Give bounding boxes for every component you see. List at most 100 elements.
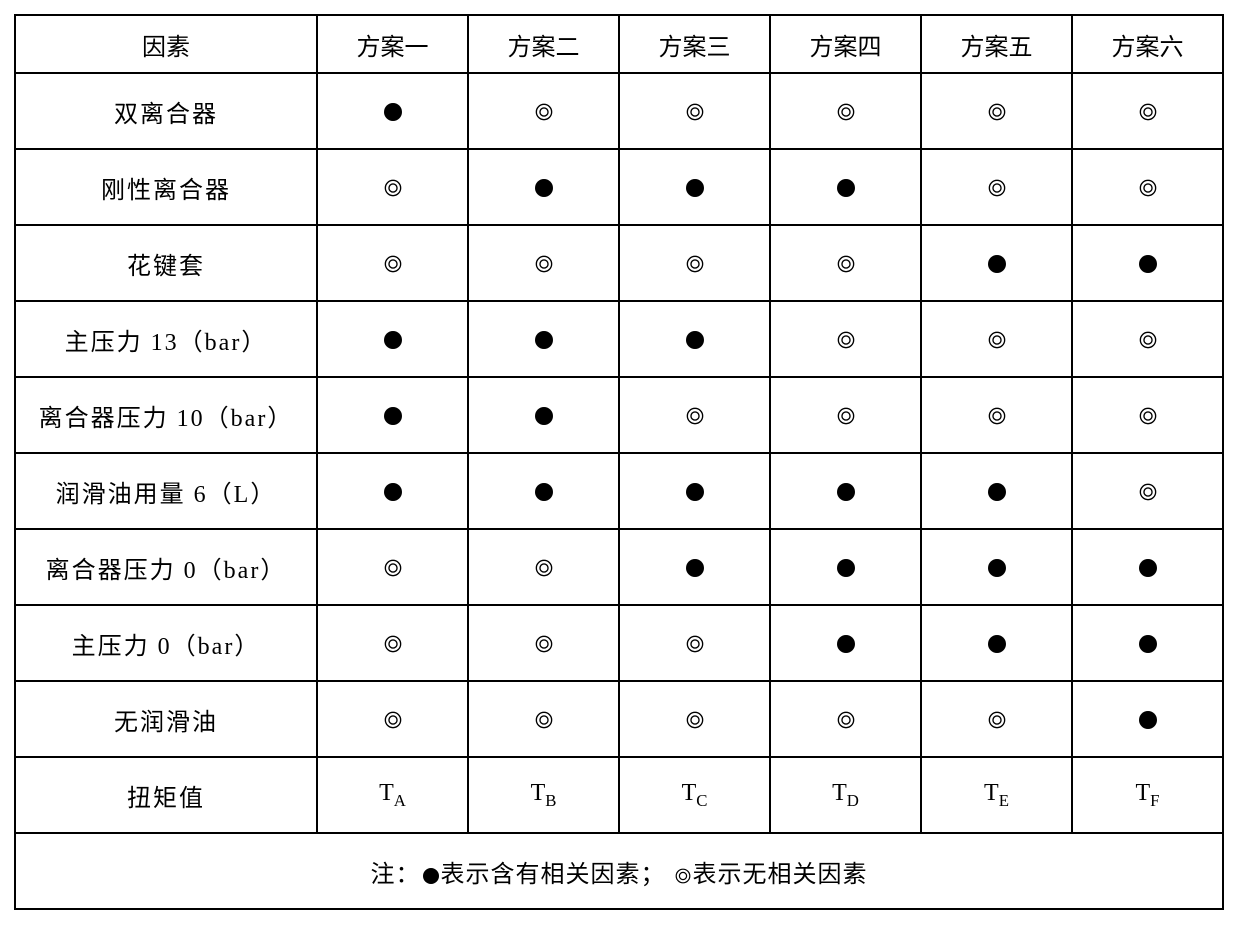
mark-cell xyxy=(770,225,921,301)
ring-dot-icon xyxy=(675,868,691,884)
filled-dot-icon xyxy=(837,483,855,501)
filled-dot-icon xyxy=(423,868,439,884)
table-header-row: 因素 方案一 方案二 方案三 方案四 方案五 方案六 xyxy=(15,15,1223,73)
ring-dot-icon xyxy=(988,179,1006,197)
header-scheme-2: 方案二 xyxy=(468,15,619,73)
table-row: 花键套 xyxy=(15,225,1223,301)
filled-dot-icon xyxy=(535,483,553,501)
torque-value: TA xyxy=(317,757,468,833)
header-scheme-3: 方案三 xyxy=(619,15,770,73)
table-row: 主压力 0（bar） xyxy=(15,605,1223,681)
factor-label: 无润滑油 xyxy=(15,681,317,757)
ring-dot-icon xyxy=(384,711,402,729)
header-scheme-5: 方案五 xyxy=(921,15,1072,73)
ring-dot-icon xyxy=(837,103,855,121)
ring-dot-icon xyxy=(988,711,1006,729)
mark-cell xyxy=(921,149,1072,225)
mark-cell xyxy=(921,225,1072,301)
ring-dot-icon xyxy=(535,103,553,121)
filled-dot-icon xyxy=(384,331,402,349)
mark-cell xyxy=(1072,149,1223,225)
factor-scheme-table: 因素 方案一 方案二 方案三 方案四 方案五 方案六 双离合器刚性离合器花键套主… xyxy=(14,14,1224,910)
ring-dot-icon xyxy=(535,635,553,653)
ring-dot-icon xyxy=(535,255,553,273)
mark-cell xyxy=(770,681,921,757)
filled-dot-icon xyxy=(988,635,1006,653)
mark-cell xyxy=(1072,529,1223,605)
torque-value: TD xyxy=(770,757,921,833)
factor-label: 主压力 13（bar） xyxy=(15,301,317,377)
table-row: 无润滑油 xyxy=(15,681,1223,757)
filled-dot-icon xyxy=(384,483,402,501)
mark-cell xyxy=(619,605,770,681)
torque-value: TF xyxy=(1072,757,1223,833)
mark-cell xyxy=(619,529,770,605)
filled-dot-icon xyxy=(837,179,855,197)
mark-cell xyxy=(921,529,1072,605)
mark-cell xyxy=(468,301,619,377)
mark-cell xyxy=(770,453,921,529)
table-row: 离合器压力 0（bar） xyxy=(15,529,1223,605)
filled-dot-icon xyxy=(1139,711,1157,729)
mark-cell xyxy=(1072,605,1223,681)
mark-cell xyxy=(317,149,468,225)
ring-dot-icon xyxy=(535,711,553,729)
ring-dot-icon xyxy=(837,255,855,273)
ring-dot-icon xyxy=(1139,331,1157,349)
mark-cell xyxy=(317,225,468,301)
header-scheme-1: 方案一 xyxy=(317,15,468,73)
mark-cell xyxy=(619,453,770,529)
factor-label: 双离合器 xyxy=(15,73,317,149)
mark-cell xyxy=(468,605,619,681)
mark-cell xyxy=(619,301,770,377)
mark-cell xyxy=(468,73,619,149)
mark-cell xyxy=(619,225,770,301)
filled-dot-icon xyxy=(988,255,1006,273)
ring-dot-icon xyxy=(1139,483,1157,501)
mark-cell xyxy=(468,453,619,529)
ring-dot-icon xyxy=(837,331,855,349)
table-row: 刚性离合器 xyxy=(15,149,1223,225)
table-row: 双离合器 xyxy=(15,73,1223,149)
filled-dot-icon xyxy=(384,407,402,425)
table-row: 润滑油用量 6（L） xyxy=(15,453,1223,529)
note-cell: 注：表示含有相关因素； 表示无相关因素 xyxy=(15,833,1223,909)
ring-dot-icon xyxy=(988,103,1006,121)
factor-label: 主压力 0（bar） xyxy=(15,605,317,681)
filled-dot-icon xyxy=(686,331,704,349)
mark-cell xyxy=(770,301,921,377)
header-scheme-4: 方案四 xyxy=(770,15,921,73)
filled-dot-icon xyxy=(988,559,1006,577)
torque-value: TC xyxy=(619,757,770,833)
filled-dot-icon xyxy=(686,179,704,197)
mark-cell xyxy=(921,605,1072,681)
mark-cell xyxy=(468,149,619,225)
mark-cell xyxy=(619,681,770,757)
filled-dot-icon xyxy=(1139,559,1157,577)
mark-cell xyxy=(619,377,770,453)
mark-cell xyxy=(468,529,619,605)
header-scheme-6: 方案六 xyxy=(1072,15,1223,73)
ring-dot-icon xyxy=(686,407,704,425)
factor-label: 刚性离合器 xyxy=(15,149,317,225)
ring-dot-icon xyxy=(384,559,402,577)
mark-cell xyxy=(468,681,619,757)
ring-dot-icon xyxy=(384,179,402,197)
ring-dot-icon xyxy=(837,711,855,729)
mark-cell xyxy=(619,149,770,225)
torque-label: 扭矩值 xyxy=(15,757,317,833)
header-factor: 因素 xyxy=(15,15,317,73)
factor-label: 润滑油用量 6（L） xyxy=(15,453,317,529)
ring-dot-icon xyxy=(988,331,1006,349)
ring-dot-icon xyxy=(988,407,1006,425)
ring-dot-icon xyxy=(1139,407,1157,425)
ring-dot-icon xyxy=(384,255,402,273)
mark-cell xyxy=(921,453,1072,529)
ring-dot-icon xyxy=(384,635,402,653)
filled-dot-icon xyxy=(535,331,553,349)
table-row: 主压力 13（bar） xyxy=(15,301,1223,377)
mark-cell xyxy=(1072,377,1223,453)
mark-cell xyxy=(921,377,1072,453)
mark-cell xyxy=(1072,301,1223,377)
filled-dot-icon xyxy=(1139,635,1157,653)
